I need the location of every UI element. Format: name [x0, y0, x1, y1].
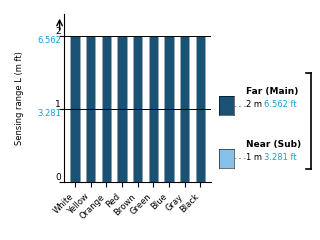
- Text: 6.562: 6.562: [37, 36, 61, 45]
- Bar: [148, 109, 158, 182]
- Text: 3.281: 3.281: [37, 109, 61, 118]
- Text: - - -: - - -: [234, 103, 246, 108]
- Text: 1 m: 1 m: [246, 153, 265, 162]
- Text: 6.562 ft: 6.562 ft: [264, 100, 297, 109]
- Bar: [86, 109, 95, 182]
- Bar: [196, 109, 205, 182]
- Bar: [86, 36, 95, 182]
- Text: Near (Sub): Near (Sub): [246, 139, 301, 149]
- Bar: [101, 36, 111, 182]
- Bar: [164, 109, 174, 182]
- Text: 2: 2: [55, 27, 61, 36]
- Bar: [196, 36, 205, 182]
- Text: 3.281 ft: 3.281 ft: [264, 153, 297, 162]
- Bar: [164, 36, 174, 182]
- Bar: [133, 109, 142, 182]
- Bar: [117, 109, 127, 182]
- Text: 0: 0: [55, 173, 61, 182]
- Bar: [133, 36, 142, 182]
- Bar: [148, 36, 158, 182]
- Bar: [117, 36, 127, 182]
- Bar: [70, 36, 80, 182]
- Text: Far (Main): Far (Main): [246, 87, 299, 96]
- Text: 2 m: 2 m: [246, 100, 265, 109]
- Bar: [101, 109, 111, 182]
- Bar: [180, 36, 189, 182]
- Bar: [180, 109, 189, 182]
- Text: 1: 1: [55, 100, 61, 109]
- Text: - - -: - - -: [234, 156, 246, 161]
- Bar: [70, 109, 80, 182]
- Y-axis label: Sensing range L (m ft): Sensing range L (m ft): [15, 51, 24, 145]
